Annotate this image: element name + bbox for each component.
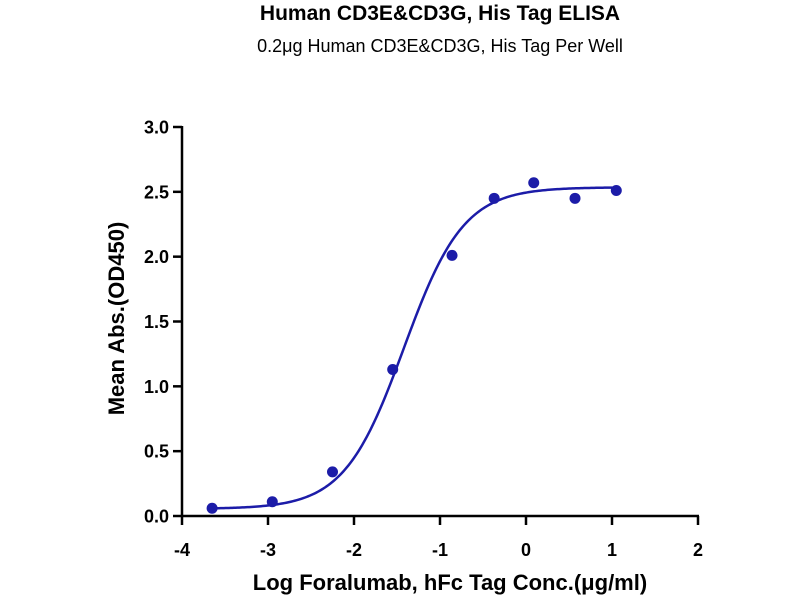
data-point [528,177,540,189]
axes [180,126,699,518]
x-axis-label: Log Foralumab, hFc Tag Conc.(μg/ml) [253,570,647,595]
y-tick-label: 2.5 [144,182,169,202]
x-tick-label: -2 [346,540,362,560]
x-tick-label: 1 [607,540,617,560]
y-tick-label: 1.5 [144,312,169,332]
chart-title: Human CD3E&CD3G, His Tag ELISA [259,2,621,25]
x-tick-label: -3 [260,540,276,560]
data-point [569,192,581,204]
y-tick-label: 0.5 [144,442,169,462]
data-point [387,363,399,375]
data-point [266,496,278,508]
x-tick-label: -4 [174,540,190,560]
fit-curve [212,186,617,510]
data-point [446,249,458,261]
y-tick-label: 1.0 [144,377,169,397]
x-tick-label: -1 [432,540,448,560]
y-tick-label: 2.0 [144,247,169,267]
data-points [206,177,622,514]
x-tick-label: 0 [521,540,531,560]
y-axis-label: Mean Abs.(OD450) [104,222,129,416]
x-ticks: -4 -3 -2 -1 0 1 2 [174,516,703,560]
data-point [327,466,338,478]
data-point [610,185,622,197]
y-ticks: 0.0 0.5 1.0 1.5 2.0 2.5 3.0 [144,118,182,527]
y-tick-label: 3.0 [144,118,169,138]
chart-subtitle: 0.2μg Human CD3E&CD3G, His Tag Per Well [257,36,623,56]
data-point [206,502,218,514]
y-tick-label: 0.0 [144,507,169,527]
x-tick-label: 2 [693,540,703,560]
data-point [488,192,500,204]
